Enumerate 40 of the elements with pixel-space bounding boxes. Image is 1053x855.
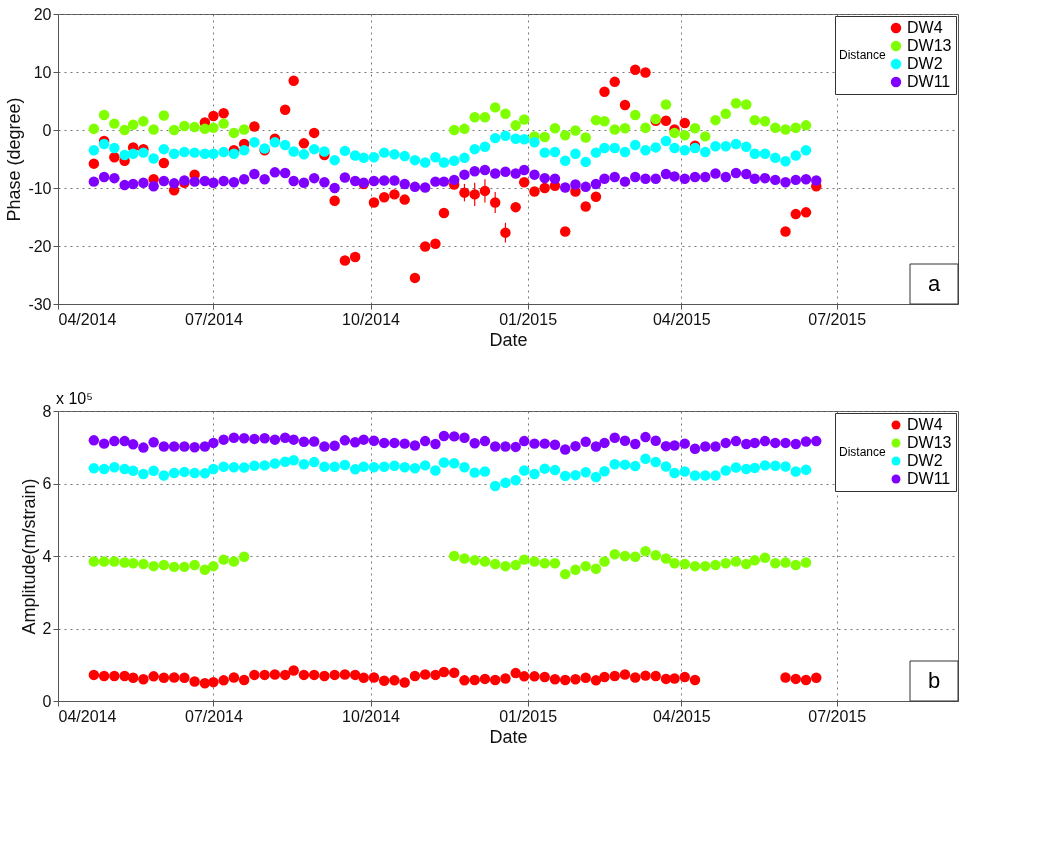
legend-label: DW4	[907, 19, 943, 36]
y-tick-label: -20	[28, 237, 52, 255]
legend-label: DW11	[907, 470, 951, 487]
annotation: a	[927, 271, 941, 296]
y-tick-label: 10	[33, 63, 52, 81]
y-tick-label: 0	[42, 121, 52, 139]
annotation: b	[927, 668, 941, 693]
legend-label: DW4	[907, 416, 943, 433]
y-tick-label: 2	[42, 620, 52, 637]
x-tick-label: 07/2014	[184, 310, 243, 328]
legend-label: DW2	[907, 55, 943, 72]
x-tick-label: 10/2014	[342, 707, 401, 725]
legend-label: DW13	[907, 37, 952, 54]
legend-title: Distance	[839, 48, 887, 62]
legend-label: DW13	[907, 434, 952, 451]
legend-title: Distance	[839, 445, 887, 459]
x-tick-label: 04/2014	[58, 707, 117, 725]
x-tick-label: 01/2015	[499, 707, 558, 725]
legend-label: DW11	[907, 73, 951, 90]
x-axis-title: Date	[489, 329, 528, 350]
x-tick-label: 01/2015	[499, 310, 558, 328]
x-tick-label: 07/2015	[808, 310, 867, 328]
y-axis-title: Amplitude(m/strain)	[18, 478, 39, 635]
text: x 10⁵	[56, 390, 93, 407]
y-tick-label: 6	[42, 475, 52, 492]
legend-label: DW2	[907, 452, 943, 469]
y-tick-label: -10	[28, 179, 52, 197]
x-tick-label: 07/2015	[808, 707, 867, 725]
y-axis-title: Phase (degree)	[4, 97, 25, 222]
x-tick-label: 10/2014	[342, 310, 401, 328]
x-tick-label: 04/2015	[652, 310, 711, 328]
y-tick-label: 20	[33, 5, 52, 23]
y-tick-label: 4	[42, 547, 52, 565]
x-tick-label: 07/2014	[184, 707, 243, 725]
x-axis-title: Date	[489, 726, 528, 747]
y-tick-label: -30	[28, 295, 52, 313]
y-tick-label: 0	[42, 692, 52, 710]
x-tick-label: 04/2015	[652, 707, 711, 725]
y-tick-label: 8	[42, 402, 52, 420]
x-tick-label: 04/2014	[58, 310, 117, 328]
